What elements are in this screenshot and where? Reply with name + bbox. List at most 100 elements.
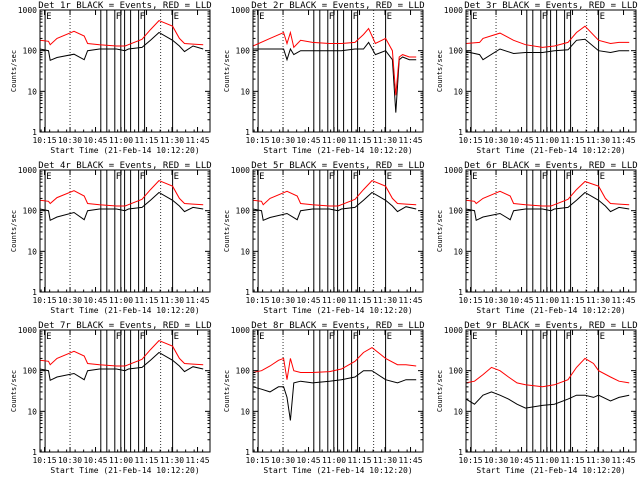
x-tick-label: 10:45 [296,456,320,465]
x-tick-label: 11:30 [160,296,184,305]
panel-title: Det 4r BLACK = Events, RED = LLD [38,161,211,171]
x-tick-label: 10:30 [484,456,508,465]
x-tick-label: 11:00 [109,296,133,305]
marker-label: E [174,12,179,22]
series-events [465,38,630,61]
y-tick-label: 100 [236,207,251,216]
y-tick-label: 1000 [231,326,250,335]
y-tick-label: 10 [27,407,37,416]
x-tick-label: 10:30 [58,296,82,305]
x-tick-label: 11:30 [586,456,610,465]
x-tick-label: 11:15 [347,456,371,465]
marker-label: F [566,332,571,342]
x-tick-label: 11:45 [185,456,209,465]
x-tick-label: 11:30 [586,136,610,145]
y-tick-label: 1000 [18,6,37,15]
x-tick-label: 11:30 [160,456,184,465]
x-tick-label: 10:30 [58,136,82,145]
plot-frame [252,329,424,453]
y-tick-label: 10 [453,87,463,96]
plot-frame [465,9,637,133]
x-tick-label: 10:15 [458,296,482,305]
y-tick-label: 1000 [444,166,463,175]
x-tick-label: 11:15 [560,456,584,465]
series-lld [39,180,204,207]
marker-label: F [542,332,547,342]
y-tick-label: 1 [245,128,250,137]
panel-title: Det 6r BLACK = Events, RED = LLD [464,161,637,171]
marker-label: F [566,12,571,22]
plot-frame [465,329,637,453]
x-tick-label: 11:45 [611,296,635,305]
x-tick-label: 10:45 [296,296,320,305]
x-tick-label: 11:00 [322,136,346,145]
x-axis-label: Start Time (21-Feb-14 10:12:20) [50,146,199,155]
series-lld [465,180,630,207]
marker-label: E [46,12,51,22]
y-tick-label: 1 [32,128,37,137]
y-axis-label: Counts/sec [436,210,444,252]
x-tick-label: 11:00 [322,296,346,305]
x-axis-label: Start Time (21-Feb-14 10:12:20) [476,146,625,155]
y-tick-label: 1 [245,288,250,297]
x-tick-label: 10:15 [458,456,482,465]
marker-label: E [259,332,264,342]
marker-label: E [174,332,179,342]
marker-label: F [116,172,121,182]
marker-label: F [329,12,334,22]
marker-label: F [566,172,571,182]
marker-label: F [542,172,547,182]
y-tick-label: 100 [449,207,464,216]
y-axis-label: Counts/sec [223,50,231,92]
series-events [465,391,630,409]
x-tick-label: 11:15 [560,296,584,305]
x-axis-label: Start Time (21-Feb-14 10:12:20) [50,306,199,315]
marker-label: F [116,332,121,342]
x-tick-label: 11:45 [185,136,209,145]
series-events [252,370,417,421]
x-tick-label: 11:00 [109,456,133,465]
y-axis-label: Counts/sec [436,370,444,412]
x-axis-label: Start Time (21-Feb-14 10:12:20) [476,466,625,475]
y-tick-label: 1000 [444,326,463,335]
y-tick-label: 10 [240,247,250,256]
x-tick-label: 11:00 [109,136,133,145]
y-tick-label: 100 [23,367,38,376]
series-lld [39,20,204,47]
panel-title: Det 8r BLACK = Events, RED = LLD [251,321,424,331]
x-tick-label: 10:15 [245,456,269,465]
x-tick-label: 11:30 [586,296,610,305]
series-lld [252,346,417,380]
panel-title: Det 7r BLACK = Events, RED = LLD [38,321,211,331]
y-tick-label: 1 [32,448,37,457]
y-tick-label: 10 [240,407,250,416]
marker-label: E [387,172,392,182]
x-axis-label: Start Time (21-Feb-14 10:12:20) [50,466,199,475]
x-tick-label: 10:45 [509,456,533,465]
y-axis-label: Counts/sec [223,210,231,252]
x-tick-label: 10:15 [458,136,482,145]
series-lld [39,340,204,367]
x-tick-label: 11:45 [611,456,635,465]
x-tick-label: 11:30 [160,136,184,145]
y-axis-label: Counts/sec [223,370,231,412]
x-tick-label: 11:15 [347,296,371,305]
panel-title: Det 3r BLACK = Events, RED = LLD [464,1,637,11]
x-tick-label: 10:30 [58,456,82,465]
y-axis-label: Counts/sec [436,50,444,92]
x-tick-label: 10:45 [83,296,107,305]
marker-label: F [353,332,358,342]
marker-label: E [600,332,605,342]
y-tick-label: 1000 [444,6,463,15]
y-tick-label: 10 [453,247,463,256]
x-tick-label: 11:45 [611,136,635,145]
x-tick-label: 11:30 [373,136,397,145]
marker-label: E [387,12,392,22]
y-tick-label: 100 [449,367,464,376]
x-tick-label: 11:00 [535,456,559,465]
y-tick-label: 1000 [18,326,37,335]
